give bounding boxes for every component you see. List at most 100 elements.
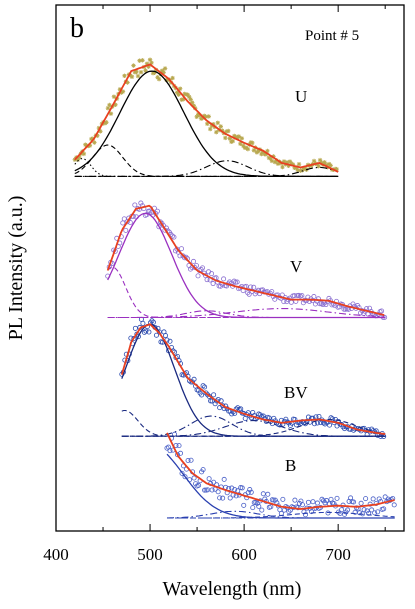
- data-point-BV: [200, 383, 206, 389]
- data-point-B: [220, 495, 226, 501]
- data-point-U: [108, 111, 114, 116]
- data-point-U: [159, 68, 165, 73]
- x-tick-label: 700: [325, 545, 351, 564]
- data-point-B: [310, 499, 316, 505]
- data-point-U: [269, 158, 275, 164]
- data-point-B: [191, 475, 197, 481]
- data-point-B: [167, 448, 173, 454]
- data-point-U: [272, 159, 278, 165]
- data-point-U: [199, 116, 204, 121]
- data-point-U: [152, 70, 157, 75]
- data-point-B: [372, 510, 378, 516]
- data-point-U: [227, 136, 233, 141]
- data-point-V: [148, 210, 154, 216]
- data-point-V: [200, 265, 206, 271]
- data-point-U: [200, 115, 205, 121]
- data-point-U: [113, 102, 118, 107]
- fit-component-B-2: [167, 510, 395, 519]
- fit-component-V-4: [107, 308, 385, 319]
- spectrum-labels-layer: U V BV B: [284, 87, 308, 475]
- data-point-V: [171, 234, 177, 240]
- data-point-BV: [153, 332, 159, 338]
- data-point-U: [239, 136, 245, 141]
- data-point-B: [250, 505, 256, 511]
- data-point-U: [194, 114, 199, 120]
- data-point-V: [121, 216, 127, 222]
- fit-component-V-2: [107, 212, 385, 319]
- data-point-B: [202, 487, 208, 493]
- data-point-U: [132, 70, 138, 75]
- data-point-BV: [212, 401, 218, 407]
- data-point-B: [280, 496, 286, 502]
- data-point-B: [381, 506, 387, 512]
- data-point-V: [191, 258, 197, 264]
- data-point-U: [155, 75, 160, 80]
- data-point-U: [265, 148, 270, 154]
- data-point-U: [232, 133, 237, 139]
- data-point-B: [206, 476, 212, 482]
- data-point-U: [218, 124, 223, 129]
- data-point-B: [325, 510, 331, 516]
- data-point-U: [180, 97, 186, 102]
- data-point-U: [156, 76, 162, 82]
- data-point-B: [366, 510, 372, 516]
- data-point-BV: [238, 406, 244, 412]
- fit-curve-U: [74, 63, 339, 173]
- plot-frame: [55, 4, 405, 532]
- data-point-U: [177, 86, 183, 91]
- fit-curves-layer: [74, 63, 395, 510]
- data-point-BV: [190, 379, 196, 385]
- data-point-U: [259, 151, 264, 157]
- data-point-U: [316, 163, 321, 169]
- panel-label: b: [70, 13, 84, 44]
- data-point-U: [275, 161, 281, 166]
- spectrum-label-B: B: [285, 456, 296, 475]
- data-point-BV: [146, 329, 152, 335]
- data-point-V: [178, 246, 184, 252]
- data-point-BV: [149, 318, 155, 324]
- data-point-U: [72, 157, 78, 162]
- data-point-U: [87, 143, 93, 148]
- spectrum-label-U: U: [295, 87, 307, 106]
- data-point-B: [215, 489, 221, 495]
- data-point-B: [256, 503, 262, 509]
- x-tick-label: 400: [43, 545, 69, 564]
- data-point-U: [230, 138, 236, 144]
- spectrum-label-V: V: [290, 257, 303, 276]
- data-point-B: [247, 487, 253, 493]
- data-point-U: [143, 68, 148, 73]
- fit-curve-B: [166, 432, 395, 510]
- data-point-U: [245, 146, 251, 152]
- data-point-V: [195, 273, 201, 279]
- data-point-U: [170, 75, 175, 81]
- data-point-V: [194, 263, 200, 269]
- data-point-U: [223, 135, 228, 141]
- data-point-U: [334, 166, 339, 172]
- data-point-U: [75, 157, 81, 162]
- data-point-BV: [260, 413, 266, 419]
- data-point-B: [361, 507, 367, 513]
- data-point-B: [248, 489, 254, 495]
- data-point-U: [197, 113, 202, 118]
- data-point-B: [200, 467, 206, 473]
- data-point-U: [323, 162, 329, 168]
- data-point-U: [248, 140, 254, 145]
- data-point-BV: [202, 384, 208, 390]
- data-point-B: [239, 485, 245, 491]
- data-point-U: [214, 129, 219, 135]
- data-point-V: [123, 227, 129, 233]
- data-point-U: [229, 139, 234, 144]
- data-point-U: [191, 103, 196, 108]
- data-point-BV: [293, 422, 299, 428]
- data-point-U: [129, 74, 135, 80]
- data-point-V: [177, 253, 183, 259]
- data-point-BV: [167, 338, 173, 344]
- data-point-B: [179, 470, 185, 476]
- data-point-V: [323, 302, 329, 308]
- data-point-B: [323, 498, 329, 504]
- data-point-BV: [140, 320, 146, 326]
- data-point-BV: [316, 413, 322, 419]
- data-point-U: [92, 140, 97, 145]
- spectrum-label-BV: BV: [284, 383, 308, 402]
- data-point-V: [210, 281, 216, 287]
